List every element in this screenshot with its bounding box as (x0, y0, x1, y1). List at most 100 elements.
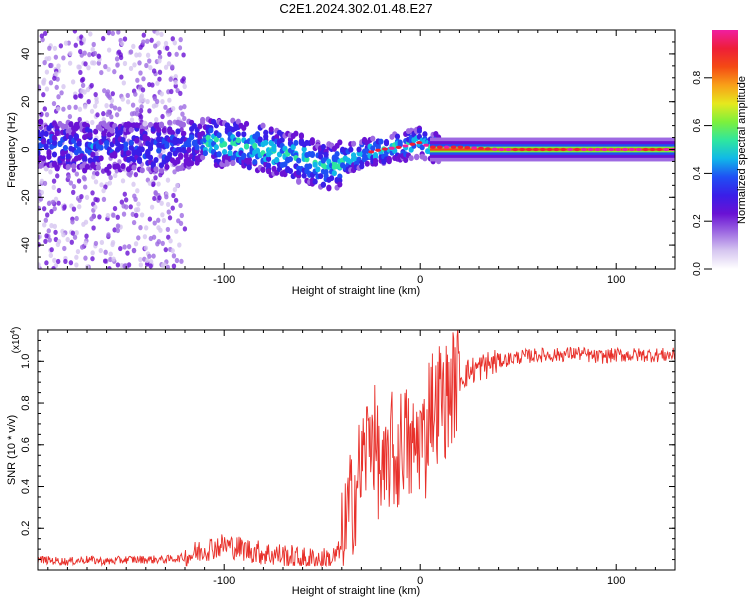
heatmap-cell (178, 220, 184, 226)
heatmap-cell (78, 48, 83, 55)
heatmap-cell (148, 235, 154, 242)
heatmap-cell (99, 239, 105, 246)
heatmap-peak (381, 147, 388, 151)
heatmap-cell (76, 64, 81, 70)
heatmap-cell (56, 238, 62, 245)
heatmap-cell (46, 228, 51, 234)
heatmap-cell (51, 266, 56, 269)
heatmap-cell (96, 53, 101, 59)
heatmap-cell (54, 71, 59, 77)
heatmap-cell (158, 122, 165, 129)
heatmap-cell (164, 142, 170, 149)
heatmap-cell (142, 120, 148, 127)
heatmap-cell (134, 137, 140, 144)
heatmap-peak (635, 147, 642, 152)
heatmap-cell (70, 230, 76, 236)
heatmap-cell (263, 139, 269, 146)
heatmap-cell (301, 172, 307, 179)
heatmap-cell (149, 37, 154, 43)
heatmap-cell (169, 88, 174, 95)
heatmap-cell (156, 126, 162, 133)
heatmap-cell (123, 263, 128, 269)
heatmap-cell (70, 79, 76, 85)
heatmap-cell (326, 185, 332, 192)
heatmap-cell (200, 154, 206, 161)
heatmap-cell (74, 215, 79, 222)
heatmap-cell (171, 192, 176, 199)
y-tick-label: 0.2 (20, 521, 32, 536)
heatmap-cell (139, 104, 144, 110)
heatmap-cell (121, 203, 126, 209)
heatmap-cell (126, 171, 132, 177)
heatmap-cell (50, 199, 56, 205)
spectrogram-x-label: Height of straight line (km) (292, 285, 420, 297)
heatmap-cell (95, 197, 100, 203)
heatmap-cell (173, 197, 179, 203)
heatmap-cell (118, 245, 123, 252)
heatmap-cell (151, 103, 157, 109)
heatmap-cell (167, 51, 172, 57)
heatmap-cell (118, 54, 124, 61)
heatmap-cell (110, 240, 116, 246)
heatmap-cell (120, 178, 126, 184)
heatmap-cell (61, 232, 66, 238)
heatmap-cell (133, 241, 139, 247)
heatmap-cell (186, 142, 192, 149)
colorbar-ticks: 0.0 0.2 0.4 0.6 0.8 (692, 70, 712, 276)
heatmap-cell (109, 103, 114, 109)
heatmap-cell (82, 104, 88, 110)
heatmap-cell (296, 177, 302, 184)
heatmap-cell (337, 139, 343, 146)
heatmap-cell (66, 174, 71, 180)
y-tick-label: -20 (20, 189, 32, 205)
heatmap-peak (560, 147, 567, 152)
heatmap-cell (98, 155, 104, 162)
heatmap-cell (117, 106, 122, 112)
heatmap-cell (408, 155, 414, 162)
snr-panel: -100 0 100 0.2 0.4 0.6 0.8 1.0 Height of straig… (6, 327, 676, 597)
heatmap-cell (106, 163, 112, 170)
heatmap-cell (170, 205, 175, 211)
heatmap-cell (95, 112, 100, 118)
heatmap-peak (587, 147, 594, 152)
heatmap-cell (307, 163, 313, 170)
heatmap-cell (99, 182, 104, 188)
heatmap-cell (166, 112, 171, 118)
snr-series-line (38, 330, 675, 568)
heatmap-peak (484, 147, 491, 151)
x-tick-label: 100 (607, 575, 625, 587)
heatmap-cell (152, 220, 157, 226)
heatmap-cell (180, 121, 187, 128)
heatmap-cell (70, 219, 75, 225)
heatmap-cell (157, 76, 162, 82)
heatmap-cell (260, 122, 266, 129)
heatmap-cell (51, 100, 57, 107)
heatmap-cell (88, 31, 93, 37)
heatmap-cell (91, 41, 96, 48)
heatmap-cell (221, 149, 228, 156)
heatmap-cell (135, 188, 140, 194)
heatmap-peak (512, 147, 519, 152)
heatmap-cell (104, 140, 110, 147)
heatmap-peak (464, 145, 471, 150)
heatmap-cell (131, 43, 136, 50)
heatmap-cell (159, 91, 164, 97)
heatmap-cell (246, 156, 252, 163)
heatmap-cell (126, 244, 132, 250)
heatmap-cell (164, 194, 169, 200)
heatmap-cell (112, 152, 118, 159)
heatmap-cell (102, 258, 108, 264)
heatmap-cell (133, 172, 139, 178)
heatmap-cell (134, 52, 139, 58)
heatmap-cell (122, 244, 127, 250)
heatmap-cell (178, 153, 184, 160)
heatmap-cell (246, 164, 252, 171)
heatmap-cell (56, 94, 61, 100)
heatmap-cell (197, 123, 203, 130)
heatmap-cell (153, 156, 159, 163)
heatmap-cell (55, 173, 60, 179)
heatmap-cell (135, 77, 140, 83)
heatmap-cell (111, 256, 116, 262)
heatmap-cell (166, 234, 171, 240)
heatmap-cell (156, 40, 161, 46)
